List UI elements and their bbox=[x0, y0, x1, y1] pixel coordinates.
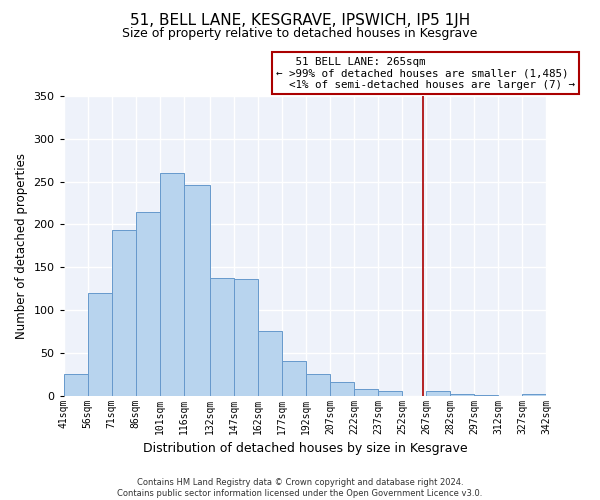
Bar bbox=[88, 293, 112, 396]
Bar bbox=[330, 382, 354, 396]
Bar bbox=[378, 392, 402, 396]
Bar bbox=[209, 278, 233, 396]
Bar bbox=[523, 394, 547, 396]
Bar bbox=[233, 279, 258, 396]
Bar bbox=[450, 394, 474, 396]
Bar bbox=[258, 330, 282, 396]
Bar bbox=[354, 389, 378, 396]
Bar bbox=[112, 230, 136, 396]
Bar bbox=[184, 185, 209, 396]
Bar bbox=[282, 362, 306, 396]
Bar bbox=[426, 392, 450, 396]
Bar bbox=[160, 173, 184, 396]
Text: 51 BELL LANE: 265sqm
← >99% of detached houses are smaller (1,485)
  <1% of semi: 51 BELL LANE: 265sqm ← >99% of detached … bbox=[276, 56, 575, 90]
X-axis label: Distribution of detached houses by size in Kesgrave: Distribution of detached houses by size … bbox=[143, 442, 467, 455]
Bar bbox=[64, 374, 88, 396]
Y-axis label: Number of detached properties: Number of detached properties bbox=[15, 153, 28, 339]
Bar bbox=[306, 374, 330, 396]
Text: Size of property relative to detached houses in Kesgrave: Size of property relative to detached ho… bbox=[122, 28, 478, 40]
Text: Contains HM Land Registry data © Crown copyright and database right 2024.
Contai: Contains HM Land Registry data © Crown c… bbox=[118, 478, 482, 498]
Bar bbox=[136, 212, 160, 396]
Text: 51, BELL LANE, KESGRAVE, IPSWICH, IP5 1JH: 51, BELL LANE, KESGRAVE, IPSWICH, IP5 1J… bbox=[130, 12, 470, 28]
Bar bbox=[474, 395, 498, 396]
